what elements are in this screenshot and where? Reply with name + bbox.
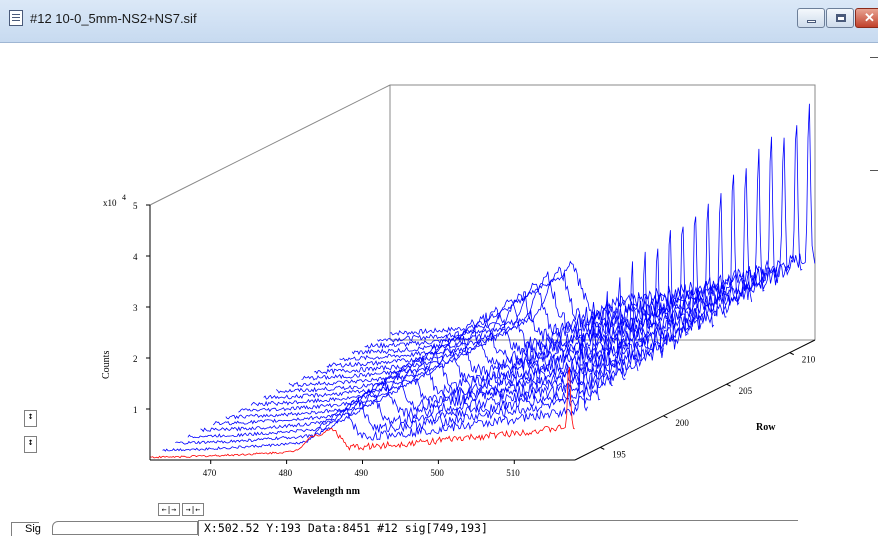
z-tick-label: 195 (612, 449, 626, 459)
z-tick (663, 415, 668, 419)
x-expand-button[interactable]: ←|→ (158, 503, 180, 516)
spectrum-row (187, 291, 613, 439)
spectra-curves (149, 103, 816, 459)
x-tick-label: 500 (430, 468, 444, 478)
document-icon (9, 10, 23, 26)
y-multiplier-label: x10 (103, 198, 117, 208)
spectrum-row (162, 334, 588, 452)
close-icon: ✕ (864, 10, 875, 25)
y-contract-button[interactable]: ↕ (24, 436, 37, 453)
x-tick-label: 510 (506, 468, 520, 478)
y-tick-label: 1 (133, 405, 138, 415)
z-tick-label: 200 (675, 418, 689, 428)
y-expand-button[interactable]: ↕ (24, 410, 37, 427)
y-tick-label: 5 (133, 201, 138, 211)
maximize-icon (836, 14, 846, 22)
z-tick (789, 352, 794, 356)
y-tick-label: 2 (133, 354, 138, 364)
x-tick-label: 470 (203, 468, 217, 478)
window-titlebar: #12 10-0_5mm-NS2+NS7.sif ✕ (0, 0, 878, 43)
x-tick-label: 480 (279, 468, 293, 478)
z-tick-label: 205 (739, 386, 753, 396)
spectrum-row (326, 168, 753, 368)
close-button[interactable]: ✕ (855, 8, 878, 28)
tick-labels: 470 480 490 500 510 1 2 3 4 5 195 200 205 210 (133, 201, 816, 478)
z-axis-label: Row (756, 422, 776, 433)
plot-back-panel (149, 84, 816, 341)
status-field[interactable] (52, 521, 198, 535)
x-axis-label: Wavelength nm (293, 486, 361, 497)
status-label: Sig (11, 522, 41, 536)
spectrum-row (288, 203, 715, 388)
maximize-button[interactable] (826, 8, 854, 28)
y-axis-label: Counts (101, 351, 112, 379)
y-tick-label: 3 (133, 303, 138, 313)
spectrum-row (377, 125, 803, 343)
y-contract-icon: ↕ (27, 437, 34, 448)
scroll-tick (870, 57, 878, 58)
minimize-button[interactable] (797, 8, 825, 28)
y-tick-label: 4 (133, 252, 138, 262)
x-contract-button[interactable]: →|← (182, 503, 204, 516)
z-tick (726, 383, 731, 387)
x-tick-label: 490 (355, 468, 369, 478)
z-tick (600, 446, 605, 450)
y-expand-icon: ↕ (27, 411, 34, 422)
status-bar: Sig X:502.52 Y:193 Data:8451 #12 sig[749… (0, 519, 878, 536)
back-panel-edge (149, 84, 816, 340)
spectrum-row (175, 310, 601, 445)
x-expand-icon: ←|→ (161, 505, 177, 514)
z-tick-label: 210 (802, 355, 816, 365)
minimize-icon (807, 20, 816, 23)
spectrum-row (339, 148, 765, 362)
spectrum-highlighted-row (149, 367, 575, 459)
window-title: #12 10-0_5mm-NS2+NS7.sif (30, 11, 197, 26)
spectrum-row (301, 193, 727, 381)
scroll-tick (870, 170, 878, 171)
spectrum-row (212, 261, 639, 426)
y-multiplier-exponent: 4 (122, 193, 126, 202)
x-contract-icon: →|← (185, 505, 201, 514)
z-axis-line (574, 339, 816, 461)
cursor-readout: X:502.52 Y:193 Data:8451 #12 sig[749,193… (198, 520, 798, 536)
plot-axes (146, 204, 816, 464)
